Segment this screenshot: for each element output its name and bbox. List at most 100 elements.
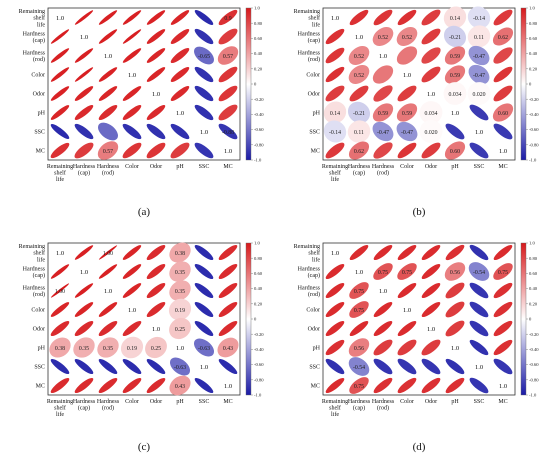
diagonal-value: 1.0 [331,250,339,257]
row-label: life [37,256,45,263]
correlation-ellipse [194,282,214,299]
correlation-ellipse [194,85,214,102]
diagonal-value: 1.0 [403,72,411,79]
correlation-ellipse [396,103,418,122]
correlation-value: 0.57 [223,54,233,60]
diagonal-value: 1.0 [200,364,208,371]
diagonal-value: 1.0 [128,72,136,79]
correlation-ellipse [493,244,513,261]
correlation-ellipse [146,48,166,63]
row-label: Remaining [294,244,320,250]
diagonal-value: 1.0 [56,15,64,22]
diagonal-value: 1.0 [80,269,88,276]
correlation-ellipse [349,282,369,299]
correlation-ellipse [445,377,465,394]
diagonal-value: 1.0 [200,129,208,136]
row-label: Hardness [298,285,321,291]
correlation-value: 0.59 [450,73,460,79]
panel-label: (c) [138,441,151,453]
correlation-ellipse [168,298,192,321]
correlation-ellipse [169,317,191,340]
row-label: Hardness [23,266,46,272]
colorbar-tick-label: -0.40 [529,112,539,117]
correlation-ellipse [122,377,142,394]
correlation-value: 0.25 [151,346,161,352]
colorbar-tick-label: 0.40 [529,286,538,291]
column-label: pH [176,399,184,405]
correlation-ellipse [325,320,345,337]
correlation-ellipse [146,10,166,25]
column-label: life [56,411,64,418]
diagonal-value: 1.0 [176,345,184,352]
correlation-ellipse [169,357,191,376]
correlation-ellipse [325,142,345,159]
correlation-ellipse [468,45,490,66]
correlation-value: 0.57 [103,149,113,155]
column-label: Hardness [97,399,120,405]
correlation-ellipse [98,320,118,337]
correlation-value: 0.62 [354,149,364,155]
correlation-ellipse [218,244,238,261]
colorbar-tick-label: -1.0 [254,158,262,163]
column-label: (rod) [377,170,389,177]
column-label: Color [400,399,414,405]
correlation-ellipse [421,282,441,299]
correlation-ellipse [325,28,345,45]
correlation-value: -0.63 [198,346,210,352]
correlation-ellipse [74,123,94,140]
colorbar-tick-label: 0 [529,82,532,87]
correlation-value: -0.88 [222,130,234,136]
correlation-ellipse [98,377,118,394]
correlation-ellipse [373,85,393,102]
correlation-ellipse [49,337,71,358]
row-label: MC [311,149,320,155]
column-label: MC [498,399,507,405]
colorbar-tick-label: 0.20 [254,301,263,306]
row-label: Color [31,73,45,79]
correlation-ellipse [325,377,345,394]
correlation-ellipse [50,124,70,139]
correlation-ellipse [325,66,345,83]
correlation-ellipse [50,67,70,82]
correlation-ellipse [348,65,370,84]
correlation-ellipse [349,9,369,26]
correlation-ellipse [445,244,465,261]
row-label: Odor [33,327,45,333]
correlation-value: 0.11 [354,130,364,136]
correlation-ellipse [421,301,441,318]
correlation-ellipse [98,104,118,121]
column-label: Odor [425,164,437,170]
correlation-ellipse [98,264,118,279]
correlation-ellipse [50,264,70,279]
correlation-ellipse [122,142,142,159]
row-label: (rod) [33,291,45,298]
correlation-ellipse [421,9,441,26]
diagonal-value: 1.0 [403,307,411,314]
correlation-ellipse [443,6,467,29]
diagonal-value: 1.0 [331,15,339,22]
correlation-ellipse [397,244,417,261]
correlation-ellipse [348,338,370,357]
colorbar-tick-label: 0.40 [254,51,263,56]
colorbar-tick-label: -1.0 [529,393,537,398]
correlation-value: -0.63 [174,365,186,371]
column-label: MC [223,164,232,170]
row-label: (cap) [308,37,320,44]
colorbar-tick-label: 0.40 [254,286,263,291]
correlation-ellipse [194,320,214,337]
diagonal-value: 1.0 [224,148,232,155]
row-label: Hardness [298,50,321,56]
correlation-value: 0.56 [354,346,364,352]
correlation-ellipse [146,105,166,120]
column-label: Hardness [97,164,120,170]
correlation-ellipse [50,358,70,375]
diagonal-value: 1.0 [451,110,459,117]
correlation-ellipse [194,46,214,65]
correlation-ellipse [469,104,489,121]
diagonal-value: 1.0 [80,34,88,41]
column-label: (rod) [102,405,114,412]
correlation-value: 0.75 [378,270,388,276]
correlation-ellipse [349,377,369,394]
correlation-ellipse [444,65,466,84]
colorbar-tick-label: -0.80 [529,377,539,382]
